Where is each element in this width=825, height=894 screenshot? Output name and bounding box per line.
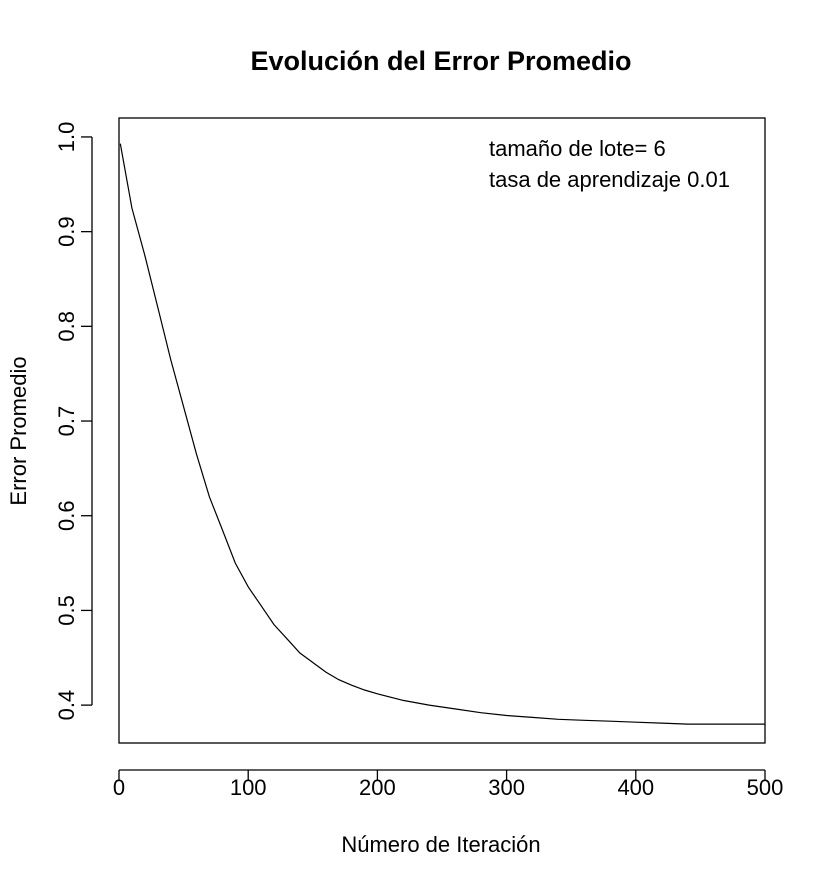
x-axis: 0 100 200 300 400 500 [113,769,784,800]
y-tick-label: 0.6 [54,500,79,531]
y-tick-label: 0.9 [54,216,79,247]
x-tick-label: 400 [617,775,654,800]
annotation-batch-size: tamaño de lote= 6 [489,136,666,161]
y-axis: 0.4 0.5 0.6 0.7 0.8 0.9 1.0 [54,122,93,721]
chart-title: Evolución del Error Promedio [250,46,631,76]
annotation-learning-rate: tasa de aprendizaje 0.01 [489,167,730,192]
y-tick-label: 0.8 [54,311,79,342]
y-axis-label: Error Promedio [6,356,31,505]
y-tick-label: 0.7 [54,406,79,437]
x-tick-label: 200 [359,775,396,800]
x-tick-label: 300 [488,775,525,800]
x-tick-label: 100 [230,775,267,800]
y-tick-label: 0.5 [54,595,79,626]
plot-frame [118,117,766,744]
y-tick-label: 0.4 [54,690,79,721]
y-tick-label: 1.0 [54,122,79,153]
series-line-0 [119,143,765,725]
series-group [119,143,765,725]
x-tick-label: 500 [747,775,784,800]
x-axis-label: Número de Iteración [341,832,540,857]
x-tick-label: 0 [113,775,125,800]
